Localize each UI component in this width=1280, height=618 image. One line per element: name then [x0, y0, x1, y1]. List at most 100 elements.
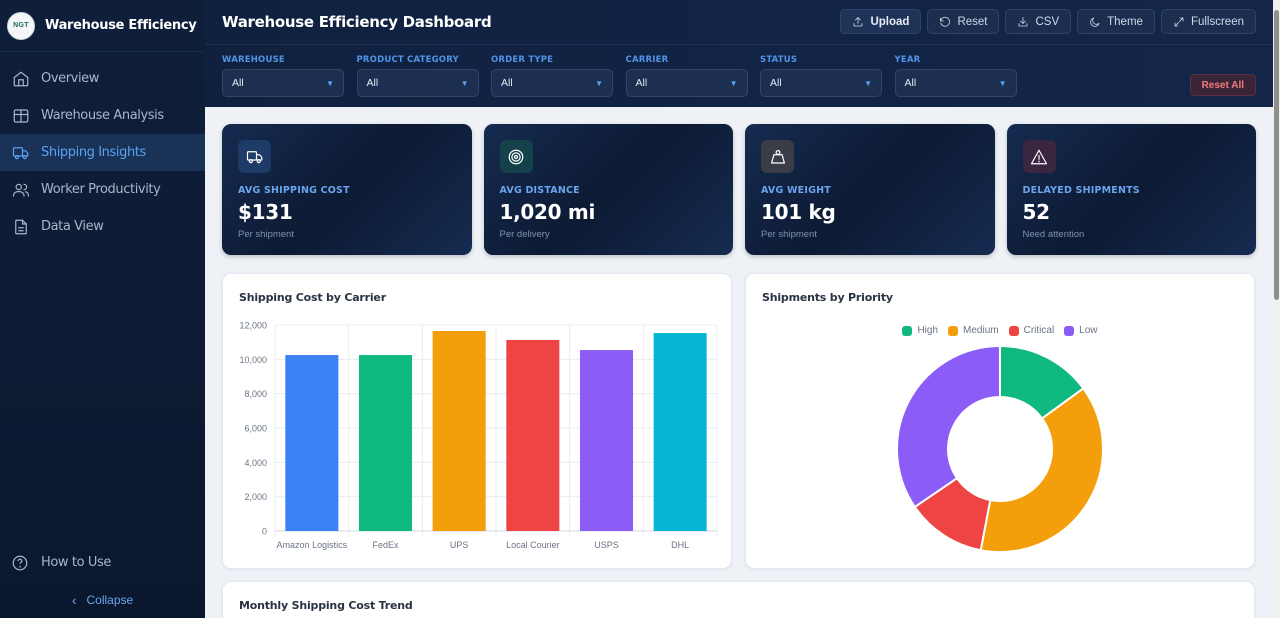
- bar-fedex[interactable]: [358, 355, 413, 531]
- sidebar: NGT Warehouse Efficiency Overview Wareho…: [0, 0, 205, 618]
- kpi-value: 101 kg: [761, 200, 836, 224]
- kpi-label: AVG WEIGHT: [761, 185, 831, 196]
- csv-label: CSV: [1035, 15, 1060, 28]
- product-category-select[interactable]: All ▼: [356, 69, 479, 97]
- sidebar-item-overview[interactable]: Overview: [0, 60, 205, 97]
- filter-label: CARRIER: [625, 55, 669, 65]
- theme-button[interactable]: Theme: [1077, 9, 1155, 34]
- slice-medium[interactable]: [979, 387, 1104, 553]
- users-icon: [11, 180, 31, 200]
- x-tick-label: Amazon Logistics: [277, 540, 348, 550]
- y-tick-label: 6,000: [244, 424, 267, 434]
- filter-product-category: PRODUCT CATEGORY All ▼: [356, 55, 492, 97]
- collapse-button[interactable]: ‹ Collapse: [0, 581, 205, 618]
- bar-amazon-logistics[interactable]: [285, 355, 339, 531]
- donut-chart: [896, 344, 1104, 553]
- shipments-by-priority-card: Shipments by Priority High Medium Critical…: [745, 273, 1255, 569]
- kpi-card-avg-shipping-cost: AVG SHIPPING COST $131 Per shipment: [222, 124, 472, 255]
- brand-title: Warehouse Efficiency: [45, 18, 197, 33]
- upload-icon: [854, 16, 863, 26]
- bar-ups[interactable]: [432, 331, 486, 531]
- warehouse-select[interactable]: All ▼: [222, 69, 344, 97]
- status-select[interactable]: All ▼: [760, 69, 882, 97]
- fullscreen-button[interactable]: Fullscreen: [1160, 9, 1256, 34]
- filter-label: ORDER TYPE: [491, 55, 554, 65]
- csv-button[interactable]: CSV: [1005, 9, 1072, 34]
- legend-item-low[interactable]: Low: [1064, 325, 1098, 336]
- sidebar-item-data-view[interactable]: Data View: [0, 208, 205, 245]
- order-type-select[interactable]: All ▼: [491, 69, 613, 97]
- main-content: AVG SHIPPING COST $131 Per shipment AVG …: [205, 107, 1273, 618]
- sidebar-footer: How to Use ‹ Collapse: [0, 544, 205, 618]
- select-value: All: [635, 77, 648, 89]
- sidebar-item-shipping-insights[interactable]: Shipping Insights: [0, 134, 205, 171]
- legend-label: High: [917, 325, 939, 336]
- brand: NGT Warehouse Efficiency: [0, 0, 205, 52]
- kpi-label: DELAYED SHIPMENTS: [1022, 185, 1140, 196]
- collapse-label: Collapse: [86, 592, 134, 607]
- maximize-icon: [1174, 17, 1184, 26]
- how-to-use-label: How to Use: [41, 555, 111, 570]
- kpi-card-avg-distance: AVG DISTANCE 1,020 mi Per delivery: [483, 124, 733, 255]
- help-circle-icon: [12, 555, 28, 570]
- kpi-value: 1,020 mi: [499, 200, 596, 224]
- bar-usps[interactable]: [579, 350, 634, 531]
- theme-label: Theme: [1107, 15, 1143, 28]
- legend-label: Low: [1079, 325, 1098, 336]
- file-icon: [11, 217, 31, 237]
- legend-swatch: [948, 325, 959, 336]
- sidebar-nav: Overview Warehouse Analysis Shipping Ins…: [0, 60, 205, 245]
- page-scrollbar[interactable]: [1273, 0, 1280, 618]
- filter-bar: WAREHOUSE All ▼ PRODUCT CATEGORY All ▼ ORD…: [205, 45, 1273, 97]
- truck-icon: [246, 150, 262, 163]
- filter-label: YEAR: [894, 55, 921, 65]
- truck-icon: [11, 143, 31, 163]
- scrollbar-thumb[interactable]: [1274, 10, 1279, 300]
- x-tick-label: USPS: [594, 540, 619, 550]
- slice-low[interactable]: [896, 344, 1001, 509]
- caret-down-icon: ▼: [998, 78, 1007, 88]
- year-select[interactable]: All ▼: [894, 69, 1017, 97]
- y-tick-label: 12,000: [239, 321, 267, 331]
- caret-down-icon: ▼: [729, 78, 738, 88]
- x-tick-label: UPS: [450, 540, 469, 550]
- filter-label: WAREHOUSE: [222, 55, 285, 65]
- filter-carrier: CARRIER All ▼: [625, 55, 761, 97]
- upload-button[interactable]: Upload: [840, 9, 922, 34]
- legend-item-critical[interactable]: Critical: [1008, 325, 1054, 336]
- legend-swatch: [1064, 325, 1075, 336]
- filter-status: STATUS All ▼: [760, 55, 895, 97]
- sidebar-item-label: Worker Productivity: [41, 182, 161, 197]
- bar-dhl[interactable]: [653, 333, 707, 531]
- download-icon: [1019, 16, 1028, 26]
- moon-icon: [1090, 17, 1100, 27]
- caret-down-icon: ▼: [595, 78, 603, 88]
- legend-item-high[interactable]: High: [902, 325, 938, 336]
- legend-swatch: [902, 325, 913, 336]
- sidebar-item-warehouse-analysis[interactable]: Warehouse Analysis: [0, 97, 205, 134]
- reset-button[interactable]: Reset: [927, 9, 1000, 34]
- weight-icon: [770, 149, 785, 164]
- caret-down-icon: ▼: [460, 78, 469, 88]
- sidebar-item-worker-productivity[interactable]: Worker Productivity: [0, 171, 205, 208]
- header-actions: Upload Reset CSV Theme Fullscreen: [840, 9, 1256, 34]
- bar-local-courier[interactable]: [506, 339, 560, 531]
- legend-item-medium[interactable]: Medium: [948, 325, 999, 336]
- kpi-value: $131: [238, 200, 293, 224]
- reset-all-button[interactable]: Reset All: [1189, 74, 1256, 96]
- chart-legend: High Medium Critical Low: [746, 325, 1254, 336]
- kpi-subtitle: Per shipment: [238, 229, 294, 240]
- upload-label: Upload: [870, 15, 910, 28]
- kpi-card-avg-weight: AVG WEIGHT 101 kg Per shipment: [745, 124, 995, 255]
- select-value: All: [232, 77, 244, 89]
- kpi-label: AVG DISTANCE: [499, 185, 580, 196]
- kpi-icon-box: [499, 140, 533, 173]
- kpi-row: AVG SHIPPING COST $131 Per shipment AVG …: [222, 124, 1256, 255]
- carrier-select[interactable]: All ▼: [625, 69, 748, 97]
- how-to-use-button[interactable]: How to Use: [0, 544, 205, 581]
- y-tick-label: 4,000: [244, 458, 267, 468]
- filter-label: PRODUCT CATEGORY: [356, 55, 459, 65]
- table-icon: [11, 106, 31, 126]
- select-value: All: [501, 77, 513, 89]
- kpi-icon-box: [1022, 140, 1056, 173]
